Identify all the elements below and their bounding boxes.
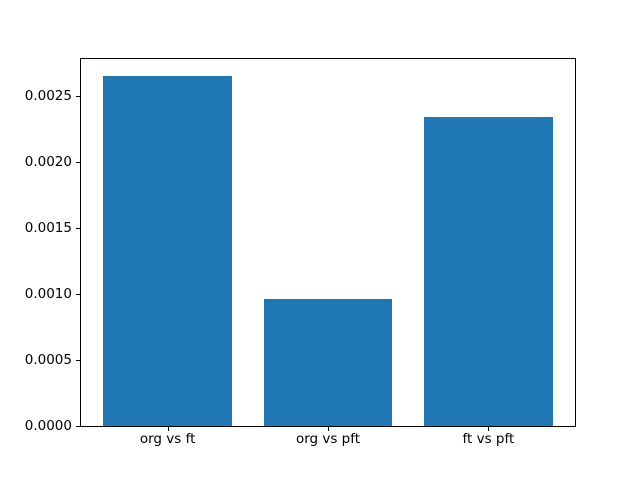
y-tick-label: 0.0025 <box>24 88 72 104</box>
y-tick-mark <box>76 96 80 97</box>
y-tick-mark <box>76 228 80 229</box>
y-tick-label: 0.0015 <box>24 220 72 236</box>
plot-area <box>80 58 576 427</box>
y-tick-mark <box>76 360 80 361</box>
bar-org-vs-ft <box>103 76 232 426</box>
x-tick-label: org vs ft <box>139 431 196 447</box>
bar-ft-vs-pft <box>424 117 553 426</box>
x-tick-label: ft vs pft <box>462 431 515 447</box>
x-tick-label: org vs pft <box>295 431 361 447</box>
x-tick-mark <box>328 427 329 431</box>
y-tick-mark <box>76 426 80 427</box>
y-tick-mark <box>76 162 80 163</box>
bar-org-vs-pft <box>263 299 393 426</box>
x-tick-mark <box>488 427 489 431</box>
y-tick-label: 0.0020 <box>24 154 72 170</box>
x-tick-mark <box>168 427 169 431</box>
y-tick-label: 0.0000 <box>24 418 72 434</box>
y-tick-mark <box>76 294 80 295</box>
y-tick-label: 0.0005 <box>24 352 72 368</box>
y-tick-label: 0.0010 <box>24 286 72 302</box>
